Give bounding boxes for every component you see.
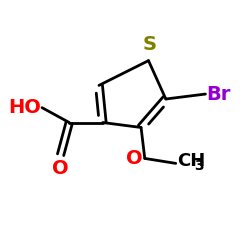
Text: HO: HO [8, 98, 41, 117]
Text: 3: 3 [194, 159, 204, 173]
Text: O: O [52, 159, 69, 178]
Text: S: S [143, 36, 157, 54]
Text: CH: CH [177, 152, 205, 170]
Text: O: O [126, 149, 142, 168]
Text: Br: Br [207, 84, 231, 103]
